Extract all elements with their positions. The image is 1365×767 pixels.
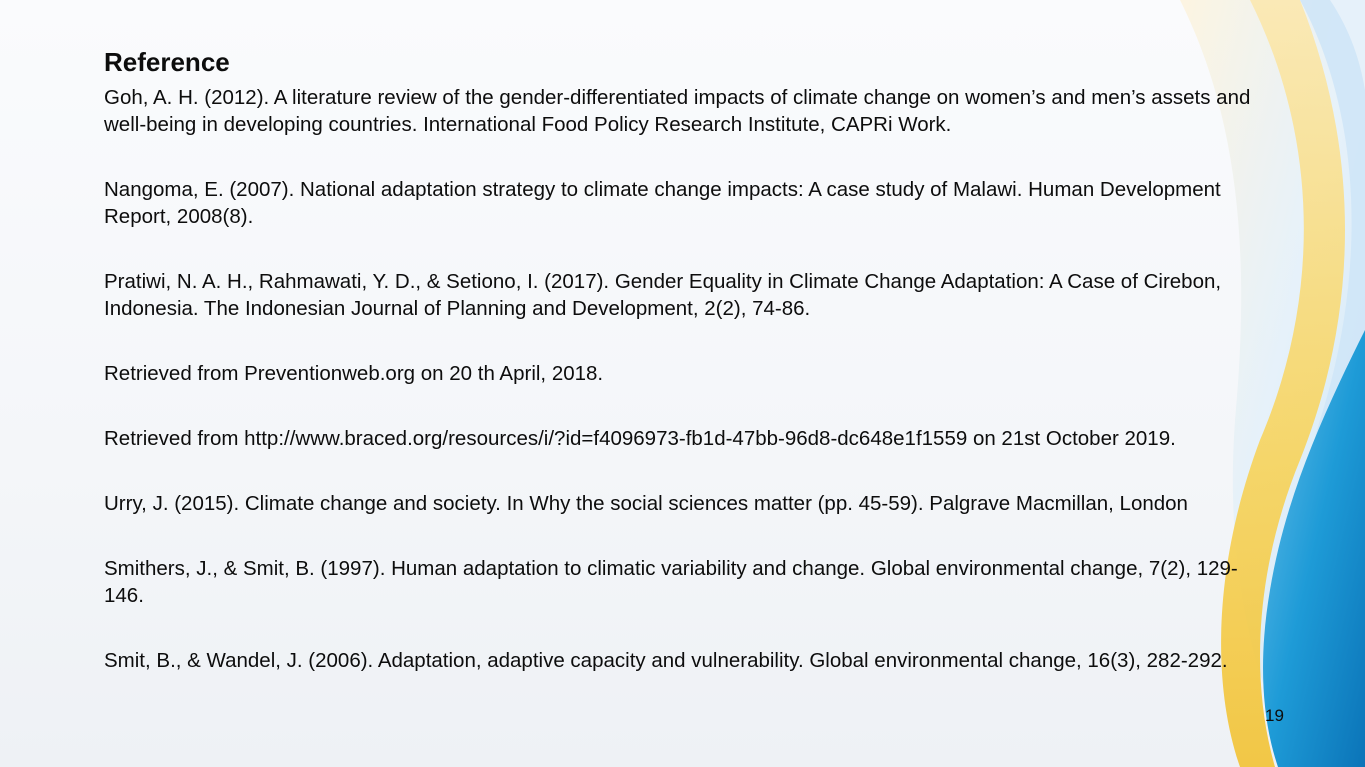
reference-item: Retrieved from http://www.braced.org/res… [104, 427, 1176, 450]
references-section: Reference Goh, A. H. (2012). A literatur… [104, 46, 1264, 674]
reference-item: Urry, J. (2015). Climate change and soci… [104, 492, 1188, 515]
corner-pale [1330, 0, 1365, 90]
reference-item: Nangoma, E. (2007). National adaptation … [104, 178, 1221, 228]
slide-title: Reference [104, 47, 230, 77]
reference-item: Pratiwi, N. A. H., Rahmawati, Y. D., & S… [104, 270, 1222, 320]
reference-item: Smithers, J., & Smit, B. (1997). Human a… [104, 557, 1238, 607]
reference-item: Retrieved from Preventionweb.org on 20 t… [104, 362, 604, 385]
light-blue-wave [1289, 0, 1365, 767]
reference-item: Goh, A. H. (2012). A literature review o… [104, 86, 1251, 136]
reference-item: Smit, B., & Wandel, J. (2006). Adaptatio… [104, 649, 1228, 672]
reference-list: Goh, A. H. (2012). A literature review o… [104, 84, 1264, 674]
page-number: 19 [1265, 706, 1284, 725]
blue-wave [1263, 330, 1365, 767]
